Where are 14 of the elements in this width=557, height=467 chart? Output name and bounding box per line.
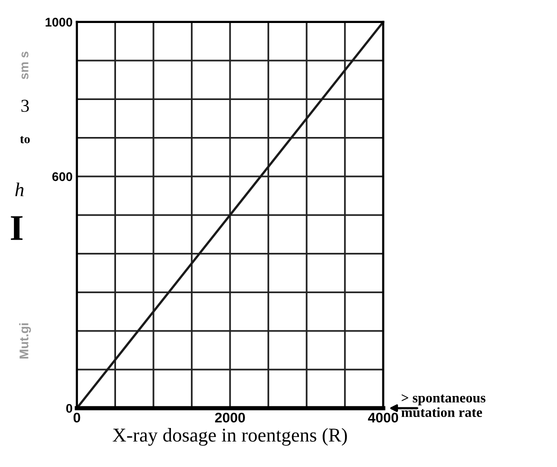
y-tick-label: 0 [66,404,72,413]
x-tick-label: 2000 [215,412,245,423]
text: I [10,216,23,240]
text: 3 [21,100,29,112]
y-tick-label: 1000 [46,18,72,27]
text: > spontaneous mutation rate [401,394,486,418]
text: sm s [22,52,28,80]
text: Mut.gi [19,323,31,358]
x-tick-label: 4000 [368,412,398,423]
y-tick-label: 600 [52,172,72,182]
x-tick-label: 0 [74,412,80,423]
x-axis-title: X-ray dosage in roentgens (R) [112,428,347,446]
text: to [20,136,30,144]
text: h [15,182,24,196]
